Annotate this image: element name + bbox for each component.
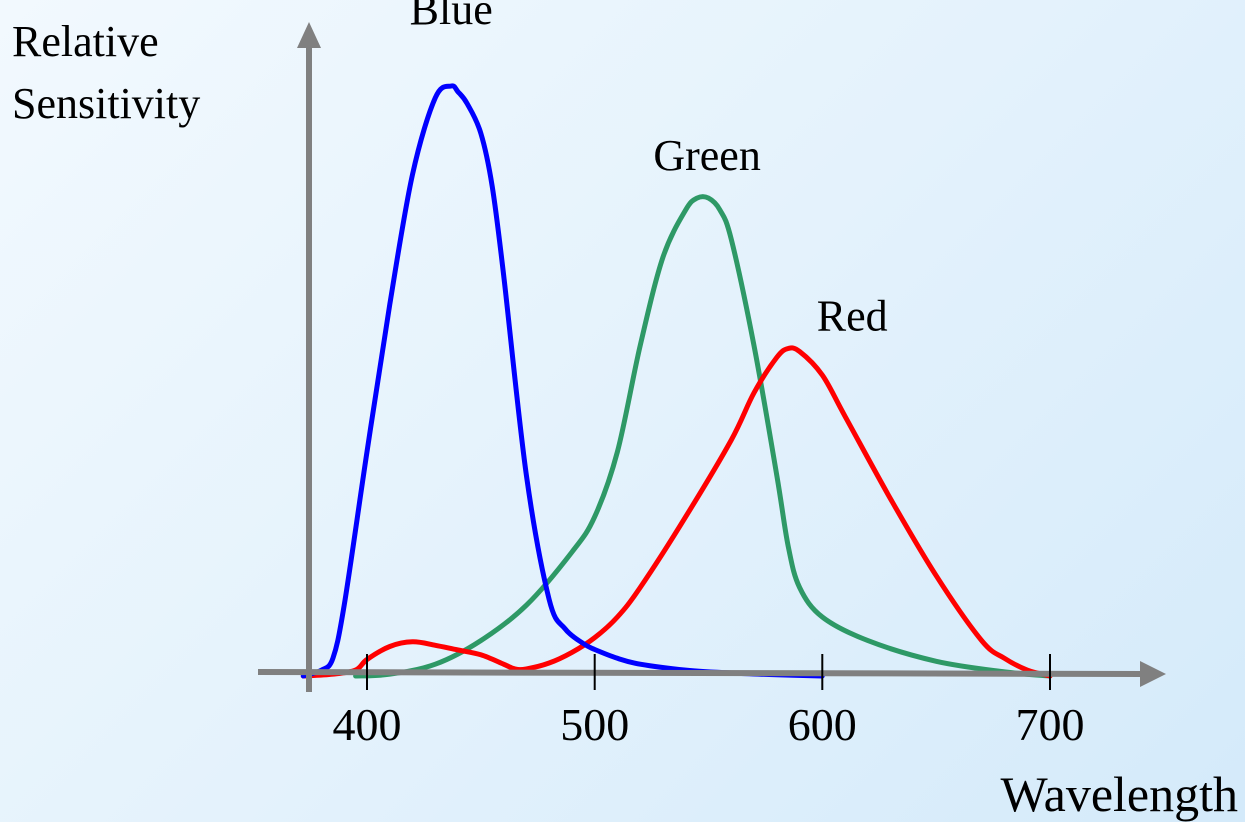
series-layer bbox=[300, 83, 1053, 679]
series-label-red: Red bbox=[817, 292, 888, 341]
series-label-blue: Blue bbox=[410, 0, 493, 34]
x-tick-label-600: 600 bbox=[788, 699, 857, 750]
y-axis-label-line1: Relative bbox=[12, 17, 159, 66]
x-axis-arrow bbox=[1140, 661, 1166, 687]
series-labels: Green Red Blue bbox=[410, 0, 888, 341]
x-axis-label: Wavelength bbox=[1000, 766, 1238, 822]
x-tick-label-500: 500 bbox=[560, 699, 629, 750]
series-green-line bbox=[353, 194, 1053, 679]
y-axis-label-line2: Sensitivity bbox=[12, 79, 200, 128]
series-label-green: Green bbox=[653, 131, 761, 180]
x-axis bbox=[257, 669, 1143, 677]
series-blue-line bbox=[300, 83, 825, 679]
x-ticks: 400 500 600 700 bbox=[333, 654, 1085, 750]
x-tick-label-400: 400 bbox=[333, 699, 402, 750]
series-red-line bbox=[300, 345, 1053, 679]
x-tick-label-700: 700 bbox=[1016, 699, 1085, 750]
y-axis-arrow bbox=[297, 22, 321, 48]
